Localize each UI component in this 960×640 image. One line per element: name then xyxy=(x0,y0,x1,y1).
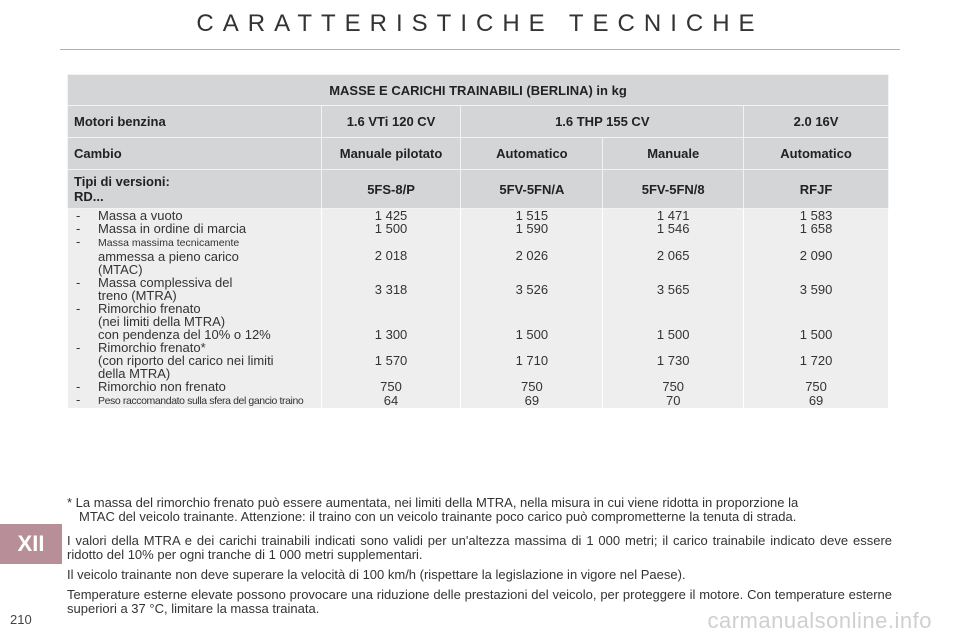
row-dash: - xyxy=(76,234,81,249)
row-label: - Rimorchio frenato* (con riporto del cari… xyxy=(67,340,322,380)
notes-section: * La massa del rimorchio frenato può ess… xyxy=(67,496,892,622)
row-label: - Massa massima tecnicamente ammessa a pie… xyxy=(67,234,322,276)
value-cell: 2 090 xyxy=(743,235,889,276)
value-cell: 3 565 xyxy=(602,276,745,302)
version-cell: 5FV-5FN/8 xyxy=(602,169,745,209)
engine-label: Motori benzina xyxy=(67,105,322,138)
version-cell: RFJF xyxy=(743,169,889,209)
value-cell: 1 658 xyxy=(743,222,889,235)
value-cell xyxy=(743,302,889,328)
versions-label-line: Tipi di versioni: xyxy=(74,174,170,189)
versions-label: Tipi di versioni: RD... xyxy=(67,169,322,209)
version-cell: 5FS-8/P xyxy=(320,169,462,209)
gearbox-row: Cambio Manuale pilotato Automatico Manua… xyxy=(67,137,889,170)
page-number: 210 xyxy=(10,612,32,627)
value-cell: 1 583 xyxy=(743,208,889,222)
value-cell: 1 500 xyxy=(460,328,604,341)
value-cell: 750 xyxy=(460,380,604,393)
value-cell: 1 730 xyxy=(602,341,745,380)
engine-cell: 1.6 THP 155 CV xyxy=(460,105,745,138)
value-cell xyxy=(320,302,462,328)
engine-cell: 1.6 VTi 120 CV xyxy=(320,105,462,138)
gearbox-cell: Manuale xyxy=(602,137,745,170)
gearbox-cell: Automatico xyxy=(743,137,889,170)
value-cell: 1 546 xyxy=(602,222,745,235)
value-cell: 3 318 xyxy=(320,276,462,302)
value-cell: 1 471 xyxy=(602,208,745,222)
gearbox-label: Cambio xyxy=(67,137,322,170)
value-cell: 1 425 xyxy=(320,208,462,222)
value-cell: 1 515 xyxy=(460,208,604,222)
page-title: CARATTERISTICHE TECNICHE xyxy=(196,10,764,37)
versions-label-line: RD... xyxy=(74,189,104,204)
footnote: * La massa del rimorchio frenato può ess… xyxy=(67,495,799,524)
value-cell: 750 xyxy=(602,380,745,393)
value-cell: 3 526 xyxy=(460,276,604,302)
value-cell: 64 xyxy=(320,393,462,408)
gearbox-cell: Automatico xyxy=(460,137,604,170)
value-cell: 2 065 xyxy=(602,235,745,276)
table-row: - Massa complessiva del treno (MTRA) 3 318… xyxy=(67,275,889,302)
watermark: carmanualsonline.info xyxy=(707,608,932,633)
table-row: - Massa in ordine di marcia 1 500 1 590 1… xyxy=(67,221,889,236)
value-cell: 69 xyxy=(743,393,889,408)
row-label: - Massa a vuoto xyxy=(67,208,322,223)
row-label: - Massa in ordine di marcia xyxy=(67,221,322,236)
table-row: - Rimorchio frenato (nei limiti della MTRA… xyxy=(67,301,889,328)
specs-table: MASSE E CARICHI TRAINABILI (BERLINA) in … xyxy=(67,74,889,408)
row-dash: - xyxy=(76,379,81,394)
engine-row: Motori benzina 1.6 VTi 120 CV 1.6 THP 15… xyxy=(67,105,889,138)
value-cell: 1 500 xyxy=(602,328,745,341)
value-cell: 750 xyxy=(743,380,889,393)
row-label: con pendenza del 10% o 12% xyxy=(67,328,322,341)
row-dash: - xyxy=(76,208,81,223)
value-cell: 70 xyxy=(602,393,745,408)
value-cell: 2 018 xyxy=(320,235,462,276)
value-cell: 1 570 xyxy=(320,341,462,380)
table-row: - Rimorchio frenato* (con riporto del cari… xyxy=(67,340,889,380)
value-cell: 69 xyxy=(460,393,604,408)
table-row: con pendenza del 10% o 12% 1 300 1 500 1… xyxy=(67,328,889,341)
value-cell: 2 026 xyxy=(460,235,604,276)
table-row: - Massa a vuoto 1 425 1 515 1 471 1 583 xyxy=(67,208,889,223)
table-row: - Massa massima tecnicamente ammessa a pie… xyxy=(67,234,889,276)
row-dash: - xyxy=(76,301,81,316)
value-cell xyxy=(460,302,604,328)
row-dash: - xyxy=(76,392,81,407)
value-cell: 1 500 xyxy=(743,328,889,341)
row-dash: - xyxy=(76,340,81,355)
table-row: - Rimorchio non frenato 750 750 750 750 xyxy=(67,379,889,394)
note-paragraph: Temperature esterne elevate possono prov… xyxy=(67,587,892,616)
note-paragraph: Il veicolo trainante non deve superare l… xyxy=(67,567,686,582)
value-cell: 1 500 xyxy=(320,222,462,235)
row-label: - Rimorchio non frenato xyxy=(67,379,322,394)
table-title-row: MASSE E CARICHI TRAINABILI (BERLINA) in … xyxy=(67,74,889,106)
value-cell: 1 710 xyxy=(460,341,604,380)
chapter-badge: XII xyxy=(0,524,62,564)
version-cell: 5FV-5FN/A xyxy=(460,169,604,209)
value-cell: 1 300 xyxy=(320,328,462,341)
value-cell xyxy=(602,302,745,328)
engine-cell: 2.0 16V xyxy=(743,105,889,138)
row-label: - Peso raccomandato sulla sfera del ganci… xyxy=(67,392,322,408)
row-dash: - xyxy=(76,221,81,236)
note-paragraph: I valori della MTRA e dei carichi traina… xyxy=(67,533,892,562)
value-cell: 1 720 xyxy=(743,341,889,380)
versions-row: Tipi di versioni: RD... 5FS-8/P 5FV-5FN/… xyxy=(67,169,889,209)
title-divider xyxy=(60,49,900,50)
value-cell: 1 590 xyxy=(460,222,604,235)
gearbox-cell: Manuale pilotato xyxy=(320,137,462,170)
row-label: - Rimorchio frenato (nei limiti della MTRA… xyxy=(67,301,322,328)
value-cell: 750 xyxy=(320,380,462,393)
value-cell: 3 590 xyxy=(743,276,889,302)
row-dash: - xyxy=(76,275,81,290)
table-row: - Peso raccomandato sulla sfera del ganci… xyxy=(67,392,889,408)
row-label: - Massa complessiva del treno (MTRA) xyxy=(67,275,322,302)
table-title: MASSE E CARICHI TRAINABILI (BERLINA) in … xyxy=(67,74,889,106)
